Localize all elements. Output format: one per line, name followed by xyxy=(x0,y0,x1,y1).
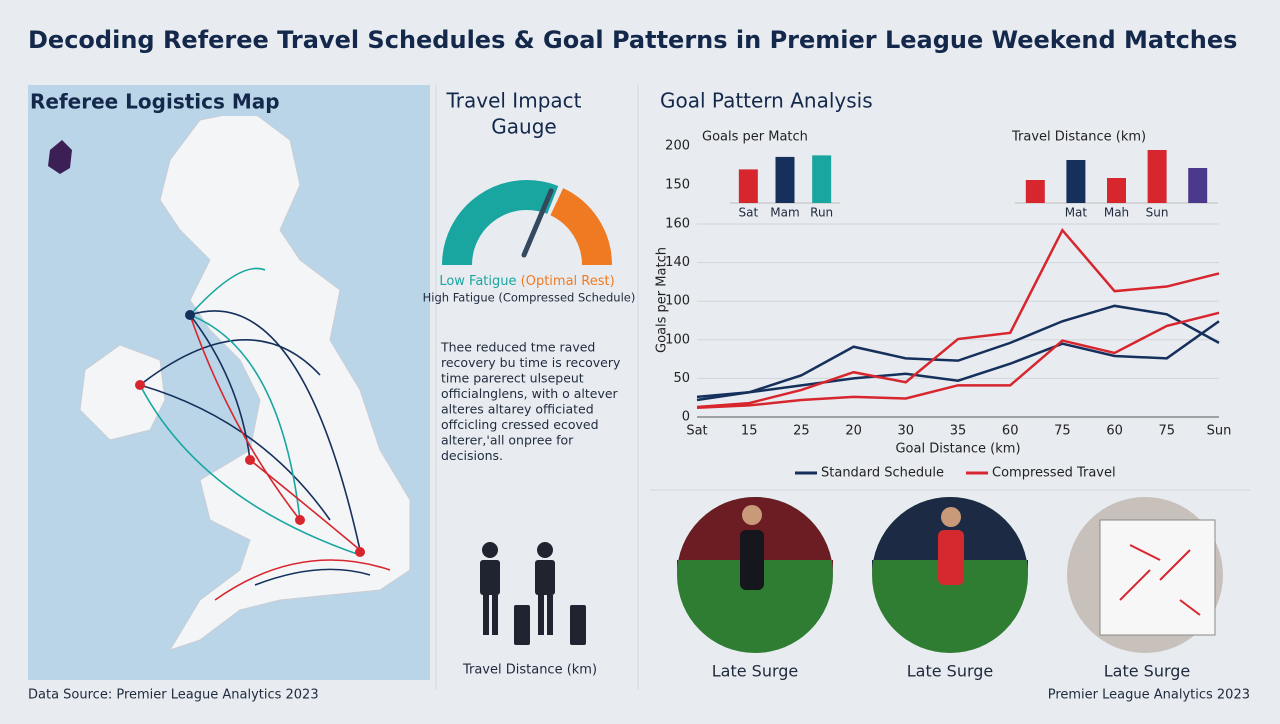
photo-caption: Late Surge xyxy=(907,662,994,681)
city xyxy=(135,380,145,390)
x-tick-label: 75 xyxy=(1159,424,1176,439)
paragraph-line: Thee reduced tme raved xyxy=(440,340,595,355)
bar xyxy=(1025,180,1045,203)
x-tick-label: 30 xyxy=(898,424,915,439)
travel-caption: Travel Distance (km) xyxy=(462,663,597,678)
y-tick-label: 100 xyxy=(665,294,690,309)
paragraph-line: decisions. xyxy=(441,448,503,463)
legend-label: Standard Schedule xyxy=(821,466,944,481)
bar xyxy=(1188,168,1208,203)
bar xyxy=(1147,150,1167,203)
x-tick-label: Run xyxy=(810,206,833,220)
photo-caption: Late Surge xyxy=(1104,662,1191,681)
bar xyxy=(812,155,832,203)
mini-chart-title: Travel Distance (km) xyxy=(1011,130,1146,145)
city xyxy=(185,310,195,320)
y-tick-label: 140 xyxy=(665,255,690,270)
x-tick-label: Mam xyxy=(770,206,799,220)
footer-source: Data Source: Premier League Analytics 20… xyxy=(28,688,319,703)
x-tick-label: Sun xyxy=(1146,206,1169,220)
gauge-zone xyxy=(549,188,612,266)
y-axis-title: Goals per Match xyxy=(655,247,670,353)
paragraph-line: alterer,'all onpree for xyxy=(441,433,574,448)
paragraph-line: alteres altarey officiated xyxy=(441,402,594,417)
bar xyxy=(738,169,758,203)
mini-chart-title: Goals per Match xyxy=(702,130,808,145)
x-tick-label: 15 xyxy=(741,424,758,439)
legend-label: Compressed Travel xyxy=(992,466,1116,481)
title-bg xyxy=(28,88,268,116)
y-tick-label: 150 xyxy=(665,178,690,193)
x-tick-label: 60 xyxy=(1002,424,1019,439)
x-tick-label: Mah xyxy=(1104,206,1129,220)
photo-caption: Late Surge xyxy=(712,662,799,681)
city xyxy=(245,455,255,465)
gauge-title: Gauge xyxy=(491,115,556,139)
line-series xyxy=(696,227,1220,409)
gauge-zone xyxy=(442,180,559,266)
gauge-label: Low Fatigue (Optimal Rest) xyxy=(439,274,614,289)
great-britain xyxy=(159,109,411,651)
bar xyxy=(1066,160,1086,203)
x-tick-label: 75 xyxy=(1054,424,1071,439)
x-tick-label: Sat xyxy=(686,424,707,439)
analysis-title: Goal Pattern Analysis xyxy=(660,89,873,113)
referees xyxy=(480,542,586,645)
x-tick-label: Mat xyxy=(1065,206,1088,220)
photos xyxy=(677,497,1223,653)
y-tick-label: 0 xyxy=(682,410,690,425)
y-tick-label: 200 xyxy=(665,139,690,154)
x-tick-label: 60 xyxy=(1106,424,1123,439)
x-tick-label: Sat xyxy=(738,206,758,220)
line-series xyxy=(696,320,1220,399)
paragraph-line: officialnglens, with o altever xyxy=(441,386,619,401)
gauge-needle xyxy=(521,188,554,258)
gauge-title: Travel Impact xyxy=(446,89,582,113)
city xyxy=(355,547,365,557)
gauge-optimal: (Optimal Rest) xyxy=(521,274,615,289)
x-tick-label: 25 xyxy=(793,424,810,439)
bar xyxy=(1107,178,1126,203)
x-tick-label: Sun xyxy=(1207,424,1232,439)
y-tick-label: 160 xyxy=(665,217,690,232)
y-tick-label: 100 xyxy=(665,332,690,347)
footer-right: Premier League Analytics 2023 xyxy=(1048,688,1250,703)
league-logo xyxy=(48,140,72,174)
routes xyxy=(139,267,391,601)
x-tick-label: 20 xyxy=(845,424,862,439)
paragraph-line: recovery bu time is recovery xyxy=(441,355,621,370)
map: Referee Logistics Map xyxy=(28,85,430,680)
x-axis-title: Goal Distance (km) xyxy=(895,442,1020,457)
line-series xyxy=(696,311,1220,409)
paragraph-line: time parerect ulsepeut xyxy=(441,371,584,386)
city xyxy=(295,515,305,525)
line-series xyxy=(696,304,1220,402)
gauge-low: Low Fatigue xyxy=(439,274,516,289)
x-tick-label: 35 xyxy=(950,424,967,439)
y-tick-label: 50 xyxy=(673,371,690,386)
page-title: Decoding Referee Travel Schedules & Goal… xyxy=(28,26,1237,54)
gauge-label: High Fatigue (Compressed Schedule) xyxy=(423,291,636,305)
paragraph-line: offcicling cressed ecoved xyxy=(441,417,599,432)
map-title: Referee Logistics Map xyxy=(30,90,280,114)
bar xyxy=(775,156,795,203)
